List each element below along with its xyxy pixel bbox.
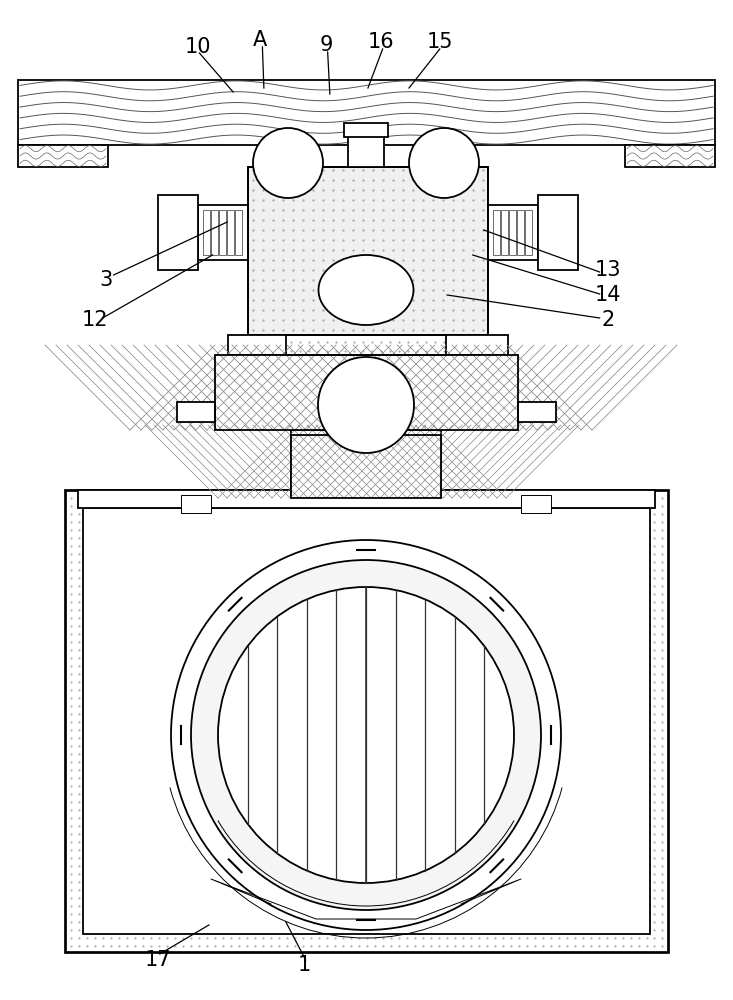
Circle shape <box>409 128 479 198</box>
Bar <box>219 210 226 255</box>
Bar <box>18 145 108 167</box>
Bar <box>215 355 518 430</box>
Bar <box>158 195 198 270</box>
Text: 16: 16 <box>368 32 394 52</box>
Bar <box>83 508 650 934</box>
Circle shape <box>253 128 323 198</box>
Bar <box>525 210 532 255</box>
Bar <box>286 335 446 355</box>
Bar <box>203 210 210 255</box>
Bar <box>501 210 508 255</box>
Circle shape <box>218 587 514 883</box>
Text: 14: 14 <box>595 285 622 305</box>
Bar <box>518 402 556 422</box>
Text: 15: 15 <box>427 32 453 52</box>
Bar <box>211 210 218 255</box>
Text: 3: 3 <box>100 270 113 290</box>
Text: 1: 1 <box>298 955 311 975</box>
Bar <box>509 210 516 255</box>
Circle shape <box>171 540 561 930</box>
Bar <box>65 490 668 952</box>
Bar <box>521 495 551 513</box>
Text: 17: 17 <box>144 950 171 970</box>
Bar <box>228 335 508 355</box>
Bar <box>177 402 215 422</box>
Bar <box>336 335 396 400</box>
Bar <box>248 167 488 335</box>
Text: 2: 2 <box>602 310 615 330</box>
Circle shape <box>191 560 541 910</box>
Text: 9: 9 <box>320 35 333 55</box>
Text: 12: 12 <box>82 310 108 330</box>
Text: A: A <box>253 30 268 50</box>
Bar <box>344 123 388 137</box>
Bar <box>286 335 446 355</box>
Bar <box>488 205 538 260</box>
Ellipse shape <box>319 255 413 325</box>
Bar <box>181 495 211 513</box>
Bar <box>291 435 441 498</box>
Text: 13: 13 <box>595 260 622 280</box>
Bar <box>227 210 234 255</box>
Bar <box>215 355 518 430</box>
Bar <box>538 195 578 270</box>
Bar <box>625 145 715 167</box>
Circle shape <box>318 357 414 453</box>
Bar <box>18 80 715 145</box>
Bar <box>198 205 248 260</box>
Bar <box>493 210 500 255</box>
Bar <box>286 493 446 508</box>
Bar <box>517 210 524 255</box>
Bar <box>235 210 242 255</box>
Bar <box>291 430 441 495</box>
Bar <box>78 490 655 508</box>
Text: 10: 10 <box>185 37 211 57</box>
Bar <box>248 167 488 335</box>
Bar <box>291 435 441 498</box>
Bar <box>348 127 384 167</box>
